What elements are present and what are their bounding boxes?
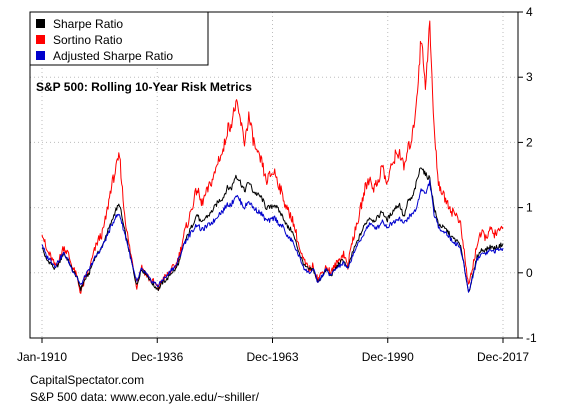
legend-swatch-sharpe: [36, 19, 45, 28]
x-tick-label: Jan-1910: [17, 350, 67, 364]
legend-swatch-adjusted-sharpe: [36, 51, 45, 60]
y-tick-label: 1: [526, 201, 533, 215]
legend-label-sharpe: Sharpe Ratio: [53, 17, 123, 31]
legend: Sharpe Ratio Sortino Ratio Adjusted Shar…: [29, 11, 209, 66]
x-axis: Jan-1910 Dec-1936 Dec-1963 Dec-1990 Dec-2017: [17, 338, 529, 364]
series-line-sharpe-ratio: [41, 167, 504, 293]
legend-label-adjusted-sharpe: Adjusted Sharpe Ratio: [53, 49, 173, 63]
y-tick-label: 0: [526, 266, 533, 280]
series-line-adjusted-sharpe-ratio: [41, 179, 504, 293]
footer-source-site: CapitalSpectator.com: [30, 373, 145, 387]
footer-data-source: S&P 500 data: www.econ.yale.edu/~shiller…: [30, 390, 259, 404]
series-line-sortino-ratio: [41, 20, 504, 294]
y-axis: -1 0 1 2 3 4: [518, 5, 537, 345]
legend-label-sortino: Sortino Ratio: [53, 33, 123, 47]
legend-box: [29, 11, 209, 66]
y-tick-label: 4: [526, 5, 533, 19]
y-tick-label: 3: [526, 70, 533, 84]
x-tick-label: Dec-1963: [246, 350, 298, 364]
chart-title: S&P 500: Rolling 10-Year Risk Metrics: [36, 80, 252, 94]
plot-frame: [29, 11, 519, 339]
y-tick-label: 2: [526, 135, 533, 149]
x-tick-label: Dec-2017: [477, 350, 529, 364]
x-tick-label: Dec-1990: [362, 350, 414, 364]
series-lines: [41, 20, 504, 294]
y-tick-label: -1: [526, 331, 537, 345]
x-tick-label: Dec-1936: [131, 350, 183, 364]
legend-swatch-sortino: [36, 35, 45, 44]
